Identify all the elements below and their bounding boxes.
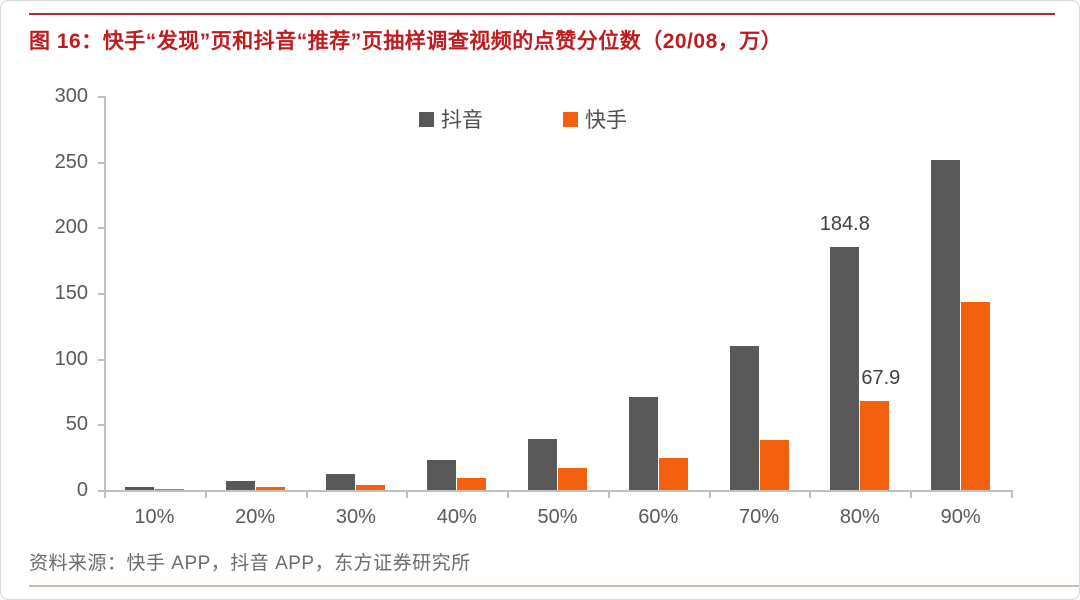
bottom-rule: [29, 585, 1079, 587]
bar-value-label-douyin: 184.8: [819, 213, 870, 236]
y-axis-tick: [98, 490, 104, 492]
x-axis-label: 90%: [940, 506, 981, 528]
x-axis-label: 40%: [436, 506, 477, 528]
bar-kuaishou-40%: [457, 477, 487, 490]
x-axis-label: 30%: [335, 506, 376, 528]
bar-kuaishou-90%: [961, 302, 991, 490]
legend-label-kuaishou: 快手: [585, 109, 627, 132]
x-axis-label: 80%: [839, 506, 880, 528]
y-axis-label: 50: [65, 413, 88, 436]
legend-swatch-douyin: [419, 111, 434, 127]
bar-douyin-60%: [628, 396, 658, 490]
bar-douyin-20%: [225, 480, 255, 490]
y-axis-tick: [98, 227, 104, 230]
y-axis-label: 0: [76, 479, 88, 501]
y-axis-label: 150: [54, 282, 88, 304]
x-axis-label: 10%: [134, 506, 175, 528]
bar-kuaishou-60%: [658, 458, 688, 490]
x-axis-tick: [204, 492, 207, 498]
legend-item-douyin: 抖音: [419, 104, 483, 134]
bar-douyin-50%: [528, 438, 557, 490]
x-axis-tick: [406, 492, 409, 498]
x-axis-tick: [708, 492, 711, 498]
x-axis-tick: [809, 492, 812, 498]
chart-legend: 抖音 快手: [419, 104, 627, 134]
x-axis-tick: [910, 492, 913, 498]
bar-kuaishou-70%: [759, 440, 789, 490]
source-text: 资料来源：快手 APP，抖音 APP，东方证券研究所: [29, 553, 471, 574]
bar-kuaishou-10%: [154, 488, 184, 490]
y-axis-tick: [98, 424, 104, 427]
legend-item-kuaishou: 快手: [563, 104, 627, 134]
x-axis-tick: [607, 492, 610, 498]
bar-douyin-10%: [124, 486, 154, 490]
x-axis-tick: [104, 492, 106, 498]
bar-kuaishou-20%: [255, 486, 285, 490]
x-axis-label: 50%: [537, 506, 578, 528]
y-axis-line: [104, 96, 106, 490]
y-axis-tick: [98, 96, 104, 98]
legend-label-douyin: 抖音: [441, 109, 483, 132]
y-axis-label: 250: [54, 150, 88, 173]
legend-swatch-kuaishou: [563, 111, 578, 127]
bar-douyin-80%: [830, 247, 860, 490]
x-axis-line: [104, 490, 1013, 492]
bar-douyin-90%: [931, 160, 961, 490]
bar-douyin-40%: [427, 459, 457, 490]
bar-douyin-70%: [729, 345, 759, 490]
x-axis-tick: [1011, 492, 1013, 498]
y-axis-label: 100: [54, 347, 88, 370]
x-axis-label: 60%: [638, 506, 679, 528]
y-axis-tick: [98, 293, 104, 295]
y-axis-label: 200: [54, 216, 88, 239]
bar-kuaishou-80%: [860, 400, 890, 490]
x-axis-label: 70%: [739, 506, 780, 528]
x-axis-tick: [507, 492, 510, 498]
bar-kuaishou-30%: [356, 484, 386, 490]
y-axis-tick: [98, 161, 104, 164]
x-axis-label: 20%: [235, 506, 276, 528]
bar-kuaishou-50%: [558, 467, 587, 490]
x-axis-tick: [305, 492, 308, 498]
bar-value-label-kuaishou: 67.9: [861, 366, 901, 389]
bar-douyin-30%: [326, 473, 356, 490]
figure-title: 图 16：快手“发现”页和抖音“推荐”页抽样调查视频的点赞分位数（20/08，万…: [29, 30, 783, 53]
y-axis-label: 300: [54, 85, 88, 107]
y-axis-tick: [98, 358, 104, 361]
title-rule: [29, 13, 1055, 15]
